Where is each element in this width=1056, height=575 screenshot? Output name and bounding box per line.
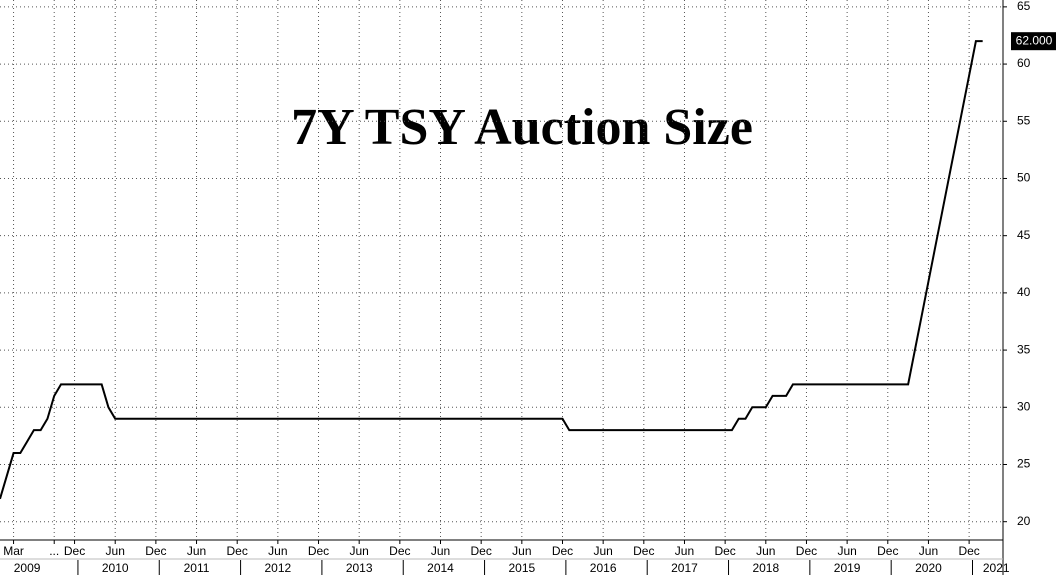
x-tick-label: Jun xyxy=(512,544,531,558)
y-tick-label: 25 xyxy=(1017,457,1031,471)
x-tick-label: Jun xyxy=(919,544,938,558)
x-tick-label: Dec xyxy=(552,544,573,558)
line-series xyxy=(0,40,983,500)
year-label: 2012 xyxy=(265,561,292,575)
x-tick-label: Jun xyxy=(106,544,125,558)
x-tick-label: Dec xyxy=(796,544,817,558)
y-tick-label: 45 xyxy=(1017,228,1031,242)
y-tick-label: 50 xyxy=(1017,171,1031,185)
x-tick-label: Dec xyxy=(958,544,979,558)
y-tick-label: 60 xyxy=(1017,56,1031,70)
x-tick-label: Dec xyxy=(877,544,898,558)
x-tick-label: Dec xyxy=(308,544,329,558)
year-label: 2021 xyxy=(983,561,1010,575)
y-tick-label: 30 xyxy=(1017,399,1031,413)
y-tick-label: 40 xyxy=(1017,285,1031,299)
x-tick-label: Jun xyxy=(268,544,287,558)
x-tick-label: ... xyxy=(49,544,59,558)
value-label: 62.000 xyxy=(1016,33,1053,47)
year-label: 2017 xyxy=(671,561,698,575)
x-tick-label: Jun xyxy=(593,544,612,558)
year-label: 2016 xyxy=(590,561,617,575)
x-tick-label: Dec xyxy=(470,544,491,558)
chart-title: 7Y TSY Auction Size xyxy=(291,99,753,156)
year-label: 2010 xyxy=(102,561,129,575)
y-tick-label: 65 xyxy=(1017,0,1031,13)
x-tick-label: Dec xyxy=(633,544,654,558)
year-label: 2020 xyxy=(915,561,942,575)
x-tick-label: Dec xyxy=(145,544,166,558)
year-label: 2018 xyxy=(752,561,779,575)
x-tick-label: Jun xyxy=(837,544,856,558)
x-tick-label: Jun xyxy=(756,544,775,558)
x-tick-label: Dec xyxy=(389,544,410,558)
y-tick-label: 35 xyxy=(1017,342,1031,356)
y-tick-label: 55 xyxy=(1017,113,1031,127)
year-label: 2019 xyxy=(834,561,861,575)
x-tick-label: Jun xyxy=(431,544,450,558)
x-tick-label: Jun xyxy=(350,544,369,558)
year-label: 2013 xyxy=(346,561,373,575)
x-tick-label: Dec xyxy=(227,544,248,558)
x-tick-label: Jun xyxy=(187,544,206,558)
x-tick-label: Mar xyxy=(3,544,24,558)
x-tick-label: Dec xyxy=(714,544,735,558)
year-label: 2014 xyxy=(427,561,454,575)
year-label: 2015 xyxy=(508,561,535,575)
value-label-box xyxy=(1011,32,1056,51)
year-label: 2011 xyxy=(184,561,210,575)
y-tick-label: 20 xyxy=(1017,514,1031,528)
x-tick-label: Jun xyxy=(675,544,694,558)
year-label: 2009 xyxy=(14,561,41,575)
x-tick-label: Dec xyxy=(64,544,85,558)
